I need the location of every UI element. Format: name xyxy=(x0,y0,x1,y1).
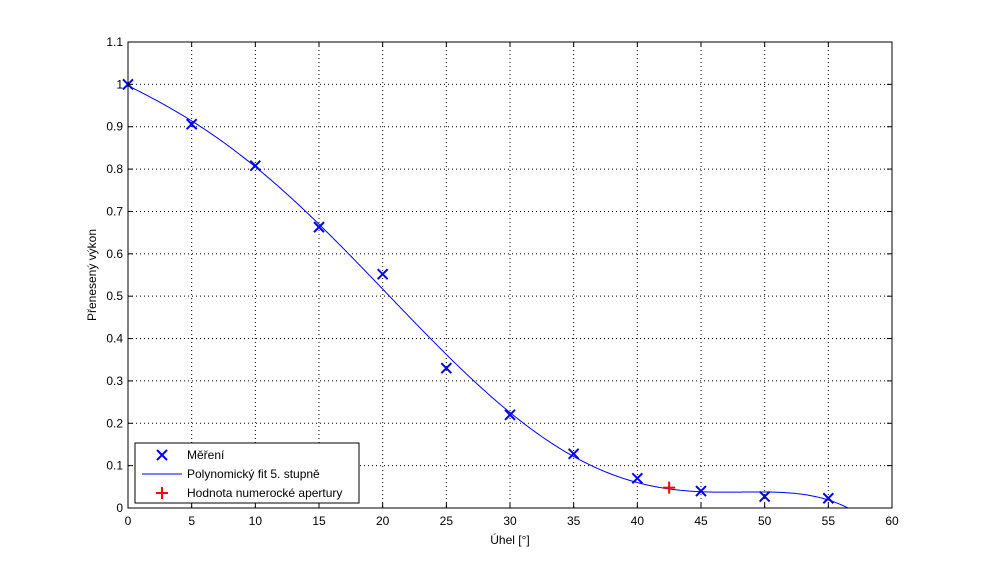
y-tick-label: 0.2 xyxy=(106,416,123,430)
measurement-point xyxy=(631,472,644,485)
measurement-point xyxy=(695,485,707,497)
y-tick-label: 0.7 xyxy=(106,204,123,218)
legend-plus-marker-icon xyxy=(156,487,168,499)
y-tick-label: 1.1 xyxy=(106,35,123,49)
x-tick-label: 35 xyxy=(567,514,581,528)
x-marker-stroke xyxy=(822,492,835,504)
x-tick-label: 20 xyxy=(376,514,390,528)
x-marker-stroke xyxy=(249,159,262,172)
x-marker-stroke xyxy=(376,268,389,280)
y-tick-label: 0.3 xyxy=(106,374,123,388)
y-tick-label: 0.9 xyxy=(106,120,123,134)
x-marker-stroke xyxy=(631,472,644,485)
measurement-point xyxy=(440,362,453,374)
x-marker-stroke xyxy=(156,449,168,461)
x-tick-label: 55 xyxy=(822,514,836,528)
markers-layer xyxy=(122,78,835,504)
measurement-point xyxy=(376,268,389,280)
measurement-point xyxy=(185,118,198,130)
x-tick-label: 50 xyxy=(758,514,772,528)
x-tick-label: 30 xyxy=(503,514,517,528)
x-tick-label: 15 xyxy=(312,514,326,528)
x-tick-label: 0 xyxy=(125,514,132,528)
numerical-aperture-point xyxy=(663,481,676,494)
fit-curve-layer xyxy=(127,85,848,509)
y-tick-label: 0.5 xyxy=(106,289,123,303)
x-tick-label: 25 xyxy=(440,514,454,528)
measurement-point xyxy=(758,490,771,503)
legend-label: Hodnota numerocké apertury xyxy=(187,486,342,500)
x-marker-stroke xyxy=(504,409,516,421)
x-marker-stroke xyxy=(185,118,198,130)
legend-label: Polynomický fit 5. stupně xyxy=(187,467,320,481)
y-tick-label: 0.1 xyxy=(106,459,123,473)
x-tick-label: 40 xyxy=(631,514,645,528)
x-marker-stroke xyxy=(440,362,453,374)
measurement-point xyxy=(504,409,516,421)
fit-curve xyxy=(127,85,848,509)
x-axis-label: Úhel [°] xyxy=(490,532,529,547)
y-tick-label: 0.6 xyxy=(106,247,123,261)
measurement-point xyxy=(313,221,325,233)
legend-label: Měření xyxy=(187,448,225,462)
measurement-point xyxy=(567,448,580,460)
x-marker-stroke xyxy=(695,485,707,497)
y-tick-label: 0 xyxy=(116,501,123,515)
measurement-point xyxy=(249,159,262,172)
ticks: 0 5 10 15 20 25 30 35 40 45 50 55 60 0 0.1 0.2 0.3 0.4 0.5… xyxy=(106,35,899,528)
measurement-point xyxy=(822,492,835,504)
x-tick-label: 60 xyxy=(885,514,899,528)
y-tick-label: 0.4 xyxy=(106,332,123,346)
x-tick-label: 10 xyxy=(249,514,263,528)
legend-x-marker-icon xyxy=(156,449,168,461)
x-marker-stroke xyxy=(313,221,325,233)
x-marker-stroke xyxy=(567,448,580,460)
y-tick-label: 0.8 xyxy=(106,162,123,176)
x-tick-label: 45 xyxy=(694,514,708,528)
legend: Měření Polynomický fit 5. stupně Hodnota n… xyxy=(134,442,360,504)
y-tick-label: 1 xyxy=(116,77,123,91)
y-axis-label: Přenesený výkon xyxy=(85,229,99,321)
x-marker-stroke xyxy=(758,490,771,503)
x-tick-label: 5 xyxy=(188,514,195,528)
